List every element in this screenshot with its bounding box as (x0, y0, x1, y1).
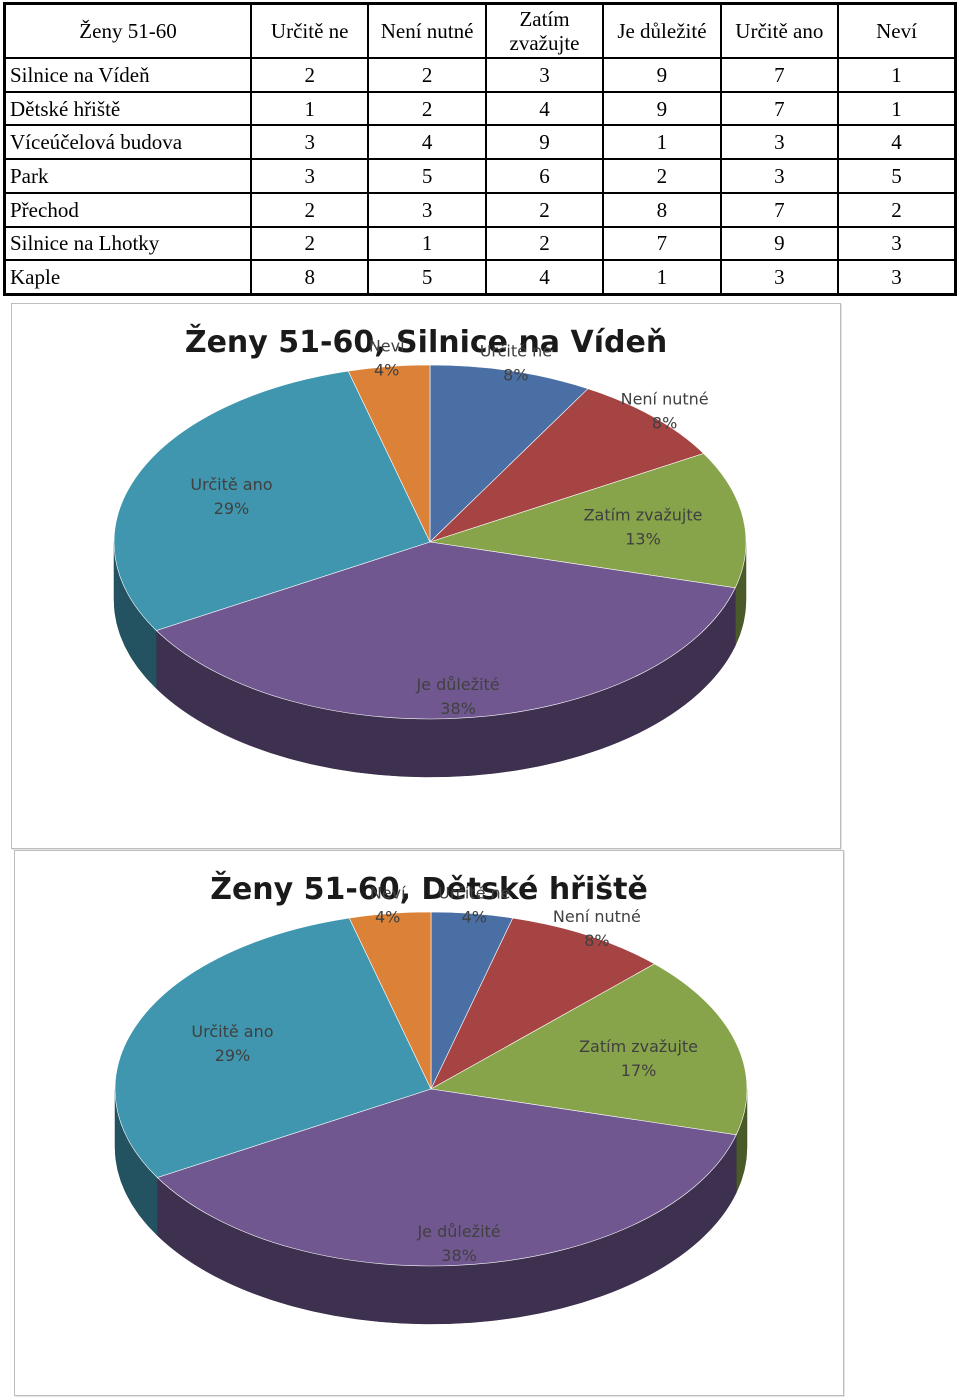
pie-chart-svg: Ženy 51-60, Dětské hřiště Určitě ne 4% Nen… (114, 871, 748, 1325)
row-label: Park (3, 158, 252, 194)
pie-slice-zatim-zvazujte (429, 453, 747, 589)
table-cell: 9 (602, 90, 722, 127)
table-cell: 1 (367, 225, 487, 262)
pie-slice-neni-nutne (430, 917, 656, 1090)
table-cell: 2 (484, 191, 605, 228)
pie-chart-svg: Ženy 51-60, Silnice na Vídeň Určitě ne 8%… (113, 324, 747, 778)
table-cell: 2 (602, 158, 722, 194)
table-cell: 4 (484, 90, 605, 127)
table-cell: 4 (484, 259, 605, 296)
pie-slice-urcite-ano (114, 917, 432, 1178)
table-cell: 3 (249, 124, 370, 161)
pie-label-neni-nutne: Není nutné 8% (621, 390, 709, 433)
row-label: Silnice na Vídeň (3, 57, 252, 93)
pie-label-nevi: Neví 4% (370, 884, 406, 927)
row-label: Kaple (3, 259, 252, 296)
pie-label-je-dulezite: Je důležité 38% (415, 675, 499, 718)
pie-slice-nevi (348, 911, 432, 1090)
pie-label-urcite-ano: Určitě ano 29% (191, 1022, 273, 1065)
table-cell: 2 (367, 90, 487, 127)
pie-label-je-dulezite: Je důležité 38% (416, 1222, 500, 1265)
table-cell: 3 (719, 259, 840, 296)
column-header: Není nutné (367, 2, 487, 59)
table-cell: 5 (837, 158, 957, 194)
pie-label-neni-nutne: Není nutné 8% (553, 907, 641, 950)
table-cell: 3 (837, 259, 957, 296)
table-cell: 5 (367, 158, 487, 194)
table-cell: 2 (249, 57, 370, 93)
pie-chart-silnice-na-viden: Ženy 51-60, Silnice na Vídeň Určitě ne 8%… (11, 303, 841, 849)
table-cell: 3 (249, 158, 370, 194)
table-cell: 1 (249, 90, 370, 127)
table-cell: 7 (719, 191, 840, 228)
pie-label-zatim-zvazujte: Zatím zvažujte 13% (584, 505, 703, 548)
table-cell: 3 (367, 191, 487, 228)
pie-slice-nevi (347, 364, 431, 543)
pie-chart-detske-hriste: Ženy 51-60, Dětské hřiště Určitě ne 4% Nen… (14, 850, 844, 1396)
table-row: Přechod 2 3 2 8 7 2 (3, 191, 957, 228)
table-cell: 3 (719, 124, 840, 161)
table-cell: 5 (367, 259, 487, 296)
pie-slice-urcite-ne (429, 364, 589, 543)
chart-title: Ženy 51-60, Dětské hřiště (210, 871, 648, 907)
pie-label-urcite-ne: Určitě ne 8% (480, 341, 552, 384)
pie-label-urcite-ano: Určitě ano 29% (190, 475, 272, 518)
table-row: Víceúčelová budova 3 4 9 1 3 4 (3, 124, 957, 161)
table-cell: 4 (837, 124, 957, 161)
pie-slices: Určitě ne 8% Není nutné 8% Zatím zvažujte 13%… (113, 337, 747, 778)
table-cell: 9 (602, 57, 722, 93)
pie-label-urcite-ne: Určitě ne 4% (438, 884, 510, 927)
table-cell: 7 (719, 57, 840, 93)
table-row: Silnice na Vídeň 2 2 3 9 7 1 (3, 57, 957, 93)
table-row: Silnice na Lhotky 2 1 2 7 9 3 (3, 225, 957, 262)
table-cell: 7 (719, 90, 840, 127)
column-header: Je důležité (602, 2, 722, 59)
table-cell: 3 (719, 158, 840, 194)
table-row: Kaple 8 5 4 1 3 3 (3, 259, 957, 296)
pie-slice-je-dulezite (156, 1088, 737, 1267)
table-cell: 8 (249, 259, 370, 296)
table-cell: 1 (602, 124, 722, 161)
column-header: Určitě ne (249, 2, 370, 59)
table-cell: 1 (837, 90, 957, 127)
table-row: Park 3 5 6 2 3 5 (3, 158, 957, 194)
row-label: Přechod (3, 191, 252, 228)
pie-slice-neni-nutne (429, 388, 705, 543)
table-cell: 6 (484, 158, 605, 194)
table-cell: 4 (367, 124, 487, 161)
pie-slice-je-dulezite (155, 541, 736, 720)
pie-slice-zatim-zvazujte (430, 963, 748, 1136)
table-cell: 1 (602, 259, 722, 296)
data-table: Ženy 51-60 Určitě ne Není nutné Zatím zv… (3, 2, 957, 296)
column-header: Zatím zvažujte (484, 2, 605, 59)
table-cell: 2 (837, 191, 957, 228)
column-header: Určitě ano (719, 2, 840, 59)
row-label: Silnice na Lhotky (3, 225, 252, 262)
table-header-row: Ženy 51-60 Určitě ne Není nutné Zatím zv… (3, 2, 957, 59)
table-cell: 2 (249, 225, 370, 262)
chart-title: Ženy 51-60, Silnice na Vídeň (185, 324, 667, 360)
table-cell: 2 (367, 57, 487, 93)
pie-slices: Určitě ne 4% Není nutné 8% Zatím zvažujte 17%… (114, 884, 748, 1325)
pie-label-zatim-zvazujte: Zatím zvažujte 17% (579, 1037, 698, 1080)
table-corner-label: Ženy 51-60 (3, 2, 252, 59)
pie-label-nevi: Neví 4% (369, 337, 405, 380)
table-cell: 9 (484, 124, 605, 161)
row-label: Víceúčelová budova (3, 124, 252, 161)
table-cell: 9 (719, 225, 840, 262)
table-cell: 3 (484, 57, 605, 93)
table-cell: 7 (602, 225, 722, 262)
table-row: Dětské hřiště 1 2 4 9 7 1 (3, 90, 957, 127)
table-cell: 8 (602, 191, 722, 228)
pie-slice-urcite-ano (113, 370, 431, 631)
row-label: Dětské hřiště (3, 90, 252, 127)
table-cell: 2 (484, 225, 605, 262)
column-header: Neví (837, 2, 957, 59)
table-cell: 1 (837, 57, 957, 93)
table-cell: 3 (837, 225, 957, 262)
table-cell: 2 (249, 191, 370, 228)
